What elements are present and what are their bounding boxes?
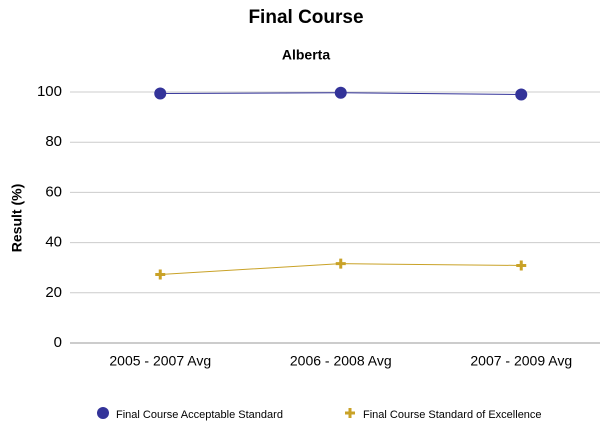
point — [155, 269, 166, 280]
y-tick-label: 0 — [54, 334, 62, 351]
legend-label: Final Course Acceptable Standard — [116, 409, 283, 421]
chart-subtitle: Alberta — [282, 47, 330, 63]
point — [516, 260, 527, 271]
y-tick-label: 40 — [45, 234, 62, 251]
legend-marker — [97, 407, 109, 419]
point — [334, 86, 347, 99]
x-tick-label: 2005 - 2007 Avg — [109, 353, 211, 369]
y-axis-label: Result (%) — [9, 184, 25, 252]
x-tick-label: 2006 - 2008 Avg — [290, 353, 392, 369]
y-tick-label: 60 — [45, 183, 62, 200]
y-tick-label: 100 — [37, 83, 62, 100]
chart-title: Final Course — [248, 7, 363, 28]
y-tick-label: 80 — [45, 133, 62, 150]
point — [154, 87, 167, 100]
x-tick-label: 2007 - 2009 Avg — [470, 353, 572, 369]
legend-marker — [345, 408, 355, 418]
point — [515, 88, 528, 101]
y-tick-label: 20 — [45, 284, 62, 301]
legend-label: Final Course Standard of Excellence — [363, 409, 542, 421]
point — [335, 258, 346, 269]
